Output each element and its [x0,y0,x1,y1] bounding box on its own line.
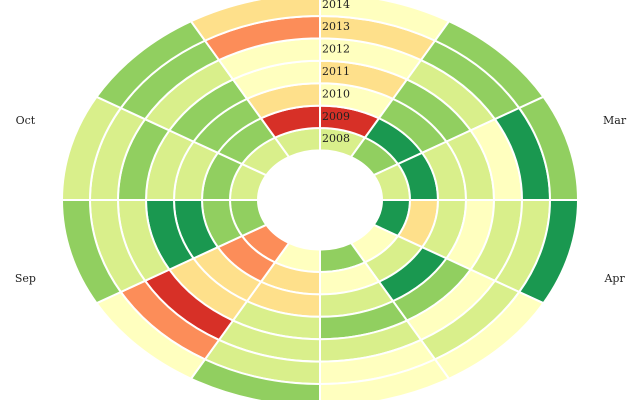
month-label: Mar [603,114,627,127]
labels: 2008 2009 2010 2011 2012 2013 2014 Mar Apr Sep Oct [15,0,627,285]
month-label: Apr [603,272,625,285]
year-label: 2013 [322,20,350,33]
year-label: 2008 [322,132,350,145]
heat-cell [191,0,320,41]
year-label: 2014 [322,0,350,11]
year-label: 2009 [322,110,350,123]
month-label: Oct [16,114,36,127]
year-label: 2011 [322,65,350,78]
year-label: 2010 [322,87,350,100]
month-label: Sep [15,272,36,285]
rings [62,0,578,400]
year-label: 2012 [322,43,350,56]
